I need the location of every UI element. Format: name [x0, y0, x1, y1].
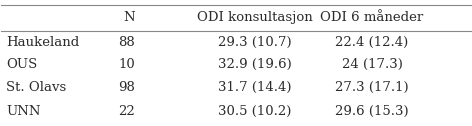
Text: St. Olavs: St. Olavs [6, 81, 67, 94]
Text: UNN: UNN [6, 105, 41, 118]
Text: 32.9 (19.6): 32.9 (19.6) [218, 58, 292, 71]
Text: 10: 10 [118, 58, 135, 71]
Text: 29.3 (10.7): 29.3 (10.7) [218, 36, 292, 49]
Text: Haukeland: Haukeland [6, 36, 79, 49]
Text: 22.4 (12.4): 22.4 (12.4) [336, 36, 409, 49]
Text: OUS: OUS [6, 58, 37, 71]
Text: ODI 6 måneder: ODI 6 måneder [320, 11, 424, 24]
Text: 24 (17.3): 24 (17.3) [342, 58, 403, 71]
Text: 31.7 (14.4): 31.7 (14.4) [218, 81, 292, 94]
Text: 98: 98 [118, 81, 135, 94]
Text: 30.5 (10.2): 30.5 (10.2) [218, 105, 291, 118]
Text: 88: 88 [118, 36, 135, 49]
Text: 29.6 (15.3): 29.6 (15.3) [335, 105, 409, 118]
Text: 27.3 (17.1): 27.3 (17.1) [335, 81, 409, 94]
Text: 22: 22 [118, 105, 135, 118]
Text: ODI konsultasjon: ODI konsultasjon [197, 11, 312, 24]
Text: N: N [124, 11, 135, 24]
